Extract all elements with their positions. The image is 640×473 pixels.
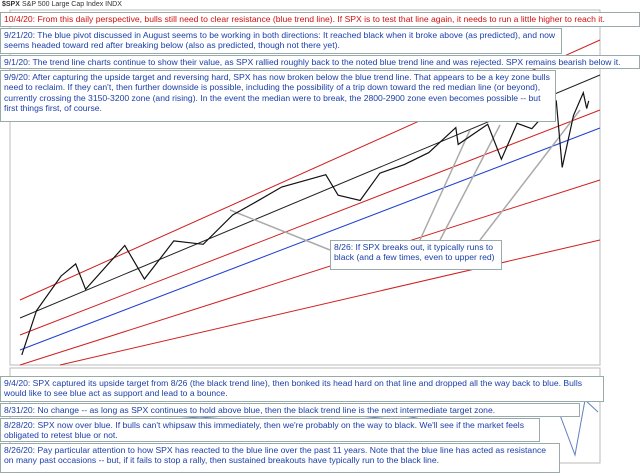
blue-line xyxy=(19,127,601,351)
annotation: 9/21/20: The blue pivot discussed in Aug… xyxy=(0,28,562,54)
pointers xyxy=(229,109,581,251)
pointer xyxy=(479,109,581,241)
red-line xyxy=(19,109,601,336)
annotation: 9/4/20: SPX captured its upside target f… xyxy=(0,376,604,402)
chart-title: $SPX xyxy=(2,1,20,8)
pointer xyxy=(229,209,331,251)
annotation: 8/31/20: No change -- as long as SPX con… xyxy=(0,403,580,417)
annotation: 8/28/20: SPX now over blue. If bulls can… xyxy=(0,418,540,442)
price-panel xyxy=(9,9,601,366)
annotation: 8/26: If SPX breaks out, it typically ru… xyxy=(330,240,502,270)
annotation: 10/4/20: From this daily perspective, bu… xyxy=(0,12,640,27)
pointer xyxy=(439,124,501,241)
annotation: 9/1/20: The trend line charts continue t… xyxy=(0,55,640,69)
pointer xyxy=(419,129,471,241)
annotation: 8/26/20: Pay particular attention to how… xyxy=(0,443,560,473)
chart-subtitle: S&P 500 Large Cap Index INDX xyxy=(22,1,122,8)
annotation: 9/9/20: After capturing the upside targe… xyxy=(0,70,556,122)
red-line xyxy=(59,239,601,366)
price-line xyxy=(21,90,590,356)
